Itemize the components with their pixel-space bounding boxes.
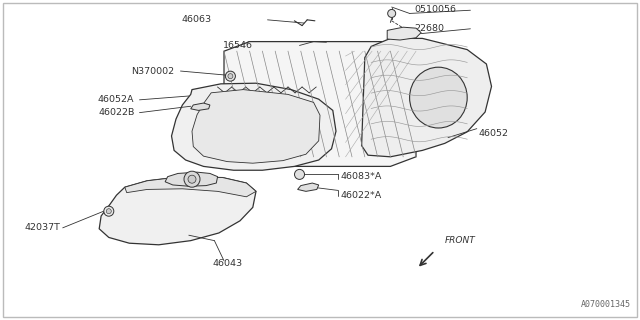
Circle shape bbox=[106, 209, 111, 214]
Circle shape bbox=[184, 171, 200, 187]
Text: 0510056: 0510056 bbox=[415, 5, 457, 14]
Text: 42037T: 42037T bbox=[25, 223, 61, 232]
Text: 16546: 16546 bbox=[223, 41, 253, 50]
Text: FRONT: FRONT bbox=[445, 236, 476, 245]
Polygon shape bbox=[192, 90, 320, 163]
Circle shape bbox=[188, 175, 196, 183]
Text: 46052: 46052 bbox=[479, 129, 509, 138]
Polygon shape bbox=[362, 38, 492, 157]
Polygon shape bbox=[191, 103, 210, 110]
Circle shape bbox=[225, 71, 236, 81]
Circle shape bbox=[294, 169, 305, 180]
Text: A070001345: A070001345 bbox=[580, 300, 630, 309]
Ellipse shape bbox=[410, 67, 467, 128]
Polygon shape bbox=[387, 27, 421, 40]
Polygon shape bbox=[298, 183, 319, 191]
Text: 46083*A: 46083*A bbox=[340, 172, 382, 180]
Polygon shape bbox=[99, 177, 256, 245]
Circle shape bbox=[228, 74, 233, 79]
Text: N370002: N370002 bbox=[131, 67, 174, 76]
Text: 46052A: 46052A bbox=[98, 95, 134, 104]
Circle shape bbox=[104, 206, 114, 216]
Text: 46022*A: 46022*A bbox=[340, 191, 381, 200]
Text: 46043: 46043 bbox=[212, 259, 243, 268]
Text: 46063: 46063 bbox=[181, 15, 211, 24]
Text: 46022B: 46022B bbox=[98, 108, 134, 116]
Polygon shape bbox=[224, 42, 416, 166]
Text: 22680: 22680 bbox=[415, 24, 445, 33]
Polygon shape bbox=[172, 83, 336, 170]
Circle shape bbox=[388, 10, 396, 18]
Polygon shape bbox=[125, 177, 256, 197]
Polygon shape bbox=[165, 172, 218, 186]
